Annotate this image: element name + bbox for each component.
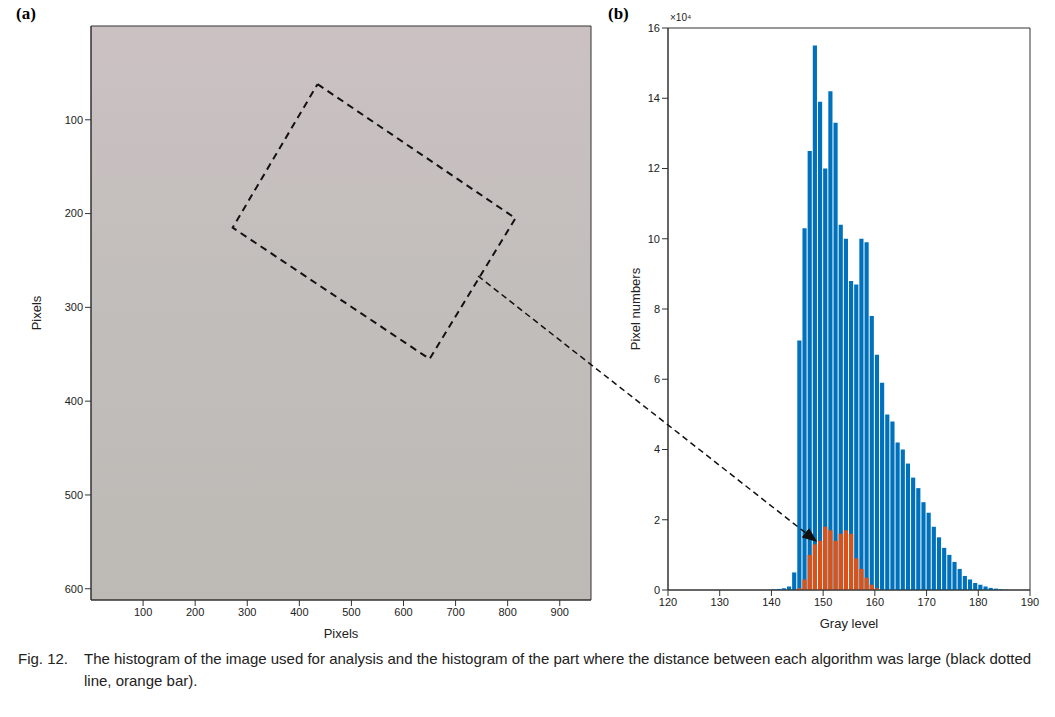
- svg-text:800: 800: [498, 606, 516, 618]
- svg-text:500: 500: [65, 489, 83, 501]
- svg-text:700: 700: [446, 606, 464, 618]
- svg-text:100: 100: [134, 606, 152, 618]
- svg-text:300: 300: [238, 606, 256, 618]
- svg-text:100: 100: [65, 114, 83, 126]
- svg-text:400: 400: [290, 606, 308, 618]
- svg-text:14: 14: [648, 92, 660, 104]
- svg-text:Pixel numbers: Pixel numbers: [628, 267, 643, 350]
- html-text:(a): (a): [16, 4, 36, 23]
- svg-text:0: 0: [654, 584, 660, 596]
- svg-text:180: 180: [969, 596, 987, 608]
- svg-text:300: 300: [65, 301, 83, 313]
- svg-text:10: 10: [648, 233, 660, 245]
- svg-text:120: 120: [659, 596, 677, 608]
- svg-text:140: 140: [762, 596, 780, 608]
- svg-text:4: 4: [654, 443, 660, 455]
- svg-text:130: 130: [711, 596, 729, 608]
- svg-text:600: 600: [65, 583, 83, 595]
- svg-text:12: 12: [648, 162, 660, 174]
- svg-text:150: 150: [814, 596, 832, 608]
- svg-text:160: 160: [866, 596, 884, 608]
- html-text:Fig. 12.: Fig. 12.: [18, 650, 68, 667]
- svg-text:200: 200: [65, 207, 83, 219]
- svg-text:Pixels: Pixels: [29, 295, 44, 330]
- svg-text:16: 16: [648, 22, 660, 34]
- svg-text:170: 170: [917, 596, 935, 608]
- svg-text:190: 190: [1021, 596, 1039, 608]
- svg-text:900: 900: [551, 606, 569, 618]
- svg-text:400: 400: [65, 395, 83, 407]
- svg-text:8: 8: [654, 303, 660, 315]
- html-text:×10⁴: ×10⁴: [670, 12, 692, 23]
- svg-text:2: 2: [654, 514, 660, 526]
- svg-text:Gray level: Gray level: [820, 616, 879, 631]
- svg-text:600: 600: [394, 606, 412, 618]
- svg-text:6: 6: [654, 373, 660, 385]
- html-text:The histogram of the image use: The histogram of the image used for anal…: [84, 650, 1032, 689]
- svg-text:500: 500: [342, 606, 360, 618]
- html-text:(b): (b): [608, 4, 629, 23]
- svg-text:Pixels: Pixels: [324, 626, 359, 641]
- svg-text:200: 200: [186, 606, 204, 618]
